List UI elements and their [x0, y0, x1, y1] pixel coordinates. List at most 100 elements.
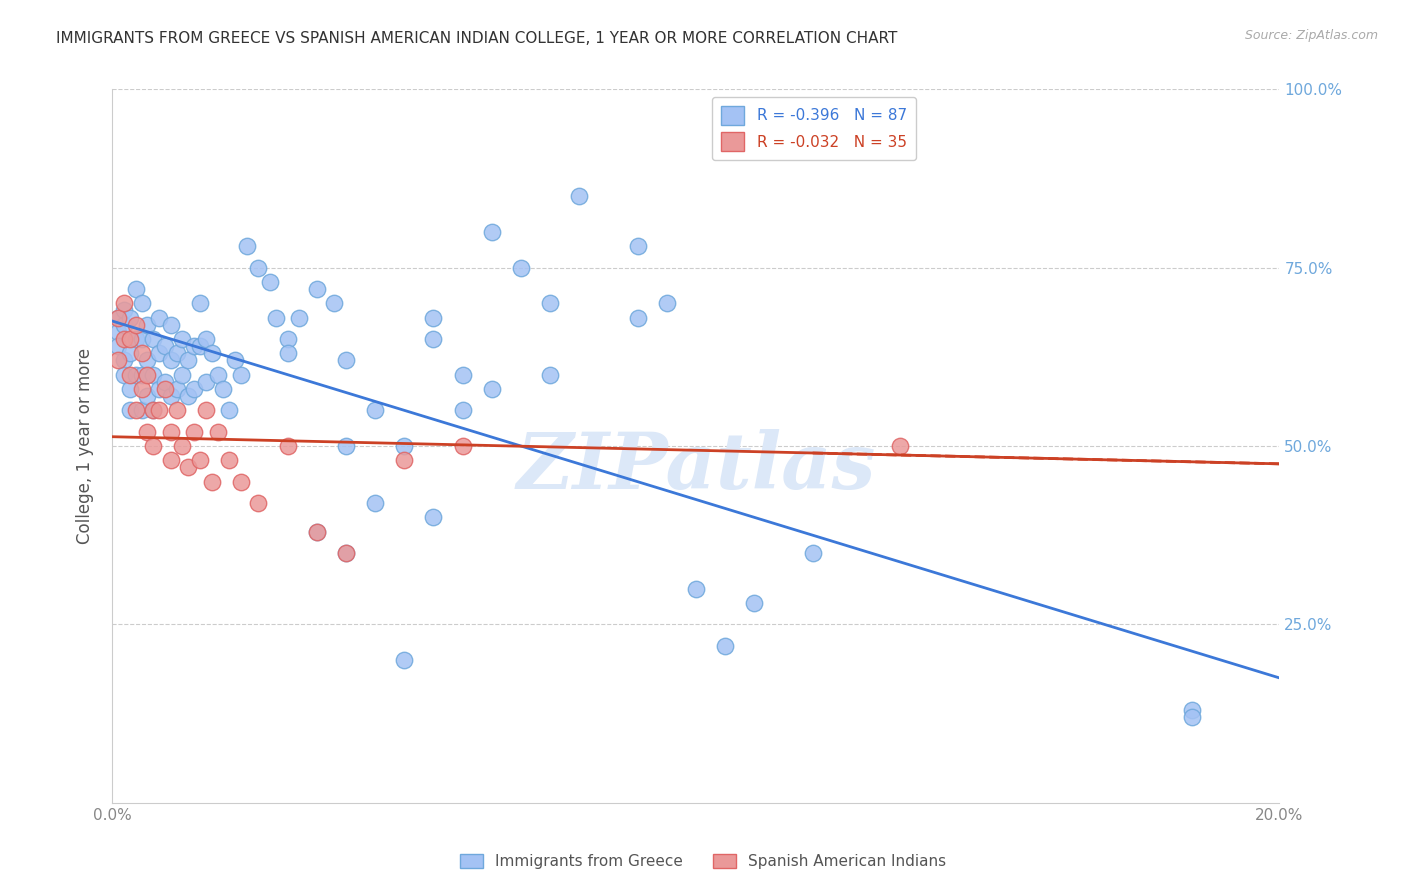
Point — [172, 368, 194, 382]
Point — [136, 368, 159, 382]
Point — [422, 510, 444, 524]
Point — [247, 260, 270, 275]
Point — [188, 339, 211, 353]
Point — [201, 475, 224, 489]
Point — [131, 382, 153, 396]
Point — [276, 346, 298, 360]
Point — [136, 389, 159, 403]
Point — [207, 368, 229, 382]
Legend: Immigrants from Greece, Spanish American Indians: Immigrants from Greece, Spanish American… — [454, 848, 952, 875]
Point — [172, 439, 194, 453]
Point — [422, 332, 444, 346]
Point — [125, 282, 148, 296]
Point — [166, 382, 188, 396]
Point — [276, 439, 298, 453]
Point — [166, 346, 188, 360]
Point — [335, 546, 357, 560]
Point — [118, 403, 141, 417]
Point — [136, 353, 159, 368]
Point — [118, 382, 141, 396]
Point — [335, 439, 357, 453]
Point — [125, 368, 148, 382]
Point — [118, 332, 141, 346]
Point — [323, 296, 346, 310]
Point — [568, 189, 591, 203]
Point — [142, 403, 165, 417]
Point — [172, 332, 194, 346]
Point — [335, 546, 357, 560]
Point — [276, 332, 298, 346]
Point — [1181, 710, 1204, 724]
Point — [235, 239, 257, 253]
Point — [229, 475, 252, 489]
Point — [136, 318, 159, 332]
Point — [112, 296, 135, 310]
Point — [264, 310, 287, 325]
Point — [136, 425, 159, 439]
Point — [107, 310, 129, 325]
Point — [142, 332, 165, 346]
Point — [889, 439, 911, 453]
Point — [509, 260, 531, 275]
Point — [148, 382, 170, 396]
Point — [112, 368, 135, 382]
Point — [153, 375, 176, 389]
Point — [422, 310, 444, 325]
Point — [153, 382, 176, 396]
Point — [125, 332, 148, 346]
Point — [188, 296, 211, 310]
Point — [335, 353, 357, 368]
Point — [160, 389, 183, 403]
Text: ZIPatlas: ZIPatlas — [516, 429, 876, 506]
Point — [626, 239, 648, 253]
Point — [131, 403, 153, 417]
Point — [142, 403, 165, 417]
Point — [801, 546, 824, 560]
Point — [131, 346, 153, 360]
Point — [177, 389, 200, 403]
Point — [153, 339, 176, 353]
Point — [183, 382, 205, 396]
Point — [160, 453, 183, 467]
Point — [112, 353, 135, 368]
Point — [247, 496, 270, 510]
Point — [714, 639, 737, 653]
Point — [451, 368, 474, 382]
Point — [1181, 703, 1204, 717]
Point — [481, 225, 503, 239]
Point — [118, 346, 141, 360]
Point — [538, 296, 561, 310]
Point — [451, 403, 474, 417]
Point — [183, 425, 205, 439]
Point — [392, 453, 416, 467]
Point — [207, 425, 229, 439]
Point — [112, 303, 135, 318]
Point — [112, 332, 135, 346]
Point — [685, 582, 707, 596]
Point — [131, 332, 153, 346]
Point — [364, 403, 387, 417]
Point — [148, 346, 170, 360]
Point — [481, 382, 503, 396]
Point — [392, 439, 416, 453]
Point — [142, 439, 165, 453]
Point — [288, 310, 311, 325]
Point — [229, 368, 252, 382]
Y-axis label: College, 1 year or more: College, 1 year or more — [76, 348, 94, 544]
Point — [364, 496, 387, 510]
Point — [194, 332, 217, 346]
Point — [742, 596, 765, 610]
Point — [392, 653, 416, 667]
Point — [626, 310, 648, 325]
Point — [305, 524, 328, 539]
Legend: R = -0.396   N = 87, R = -0.032   N = 35: R = -0.396 N = 87, R = -0.032 N = 35 — [713, 97, 915, 160]
Point — [148, 403, 170, 417]
Point — [194, 375, 217, 389]
Point — [160, 353, 183, 368]
Point — [305, 524, 328, 539]
Point — [224, 353, 246, 368]
Point — [218, 403, 240, 417]
Point — [259, 275, 281, 289]
Point — [177, 460, 200, 475]
Point — [131, 296, 153, 310]
